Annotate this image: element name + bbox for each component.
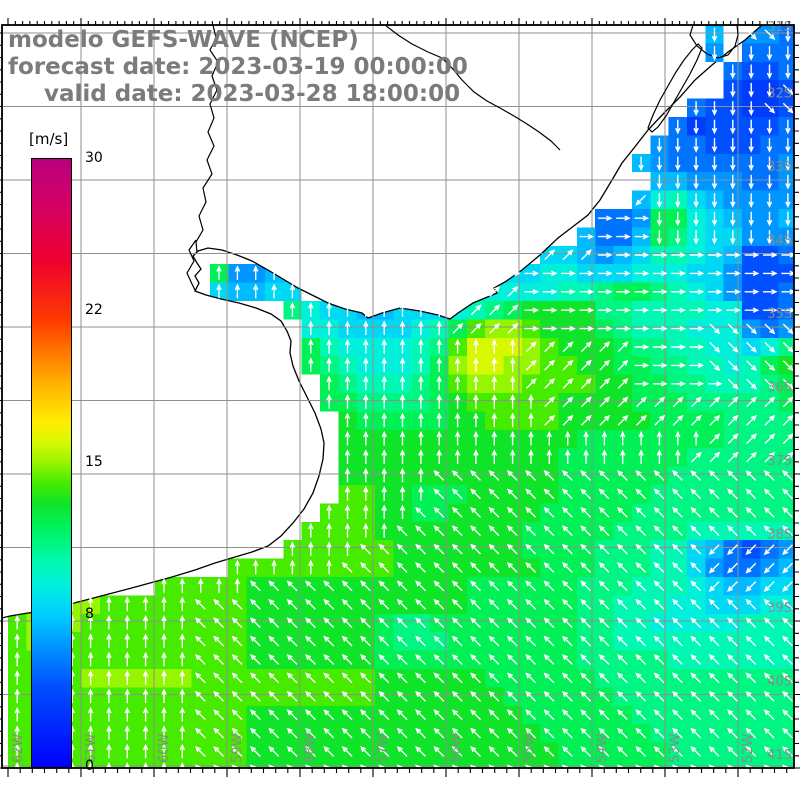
lon-label: 60W: [157, 733, 172, 763]
lat-label: 38S: [767, 528, 792, 543]
lon-label: 53W: [668, 733, 683, 763]
lat-label: 32S: [767, 87, 792, 102]
lon-label: 59W: [230, 733, 245, 763]
valid-date-label: valid date: 2023-03-28 18:00:00: [44, 81, 461, 107]
wave-direction-arrows: [14, 27, 794, 768]
lat-label: 41S: [767, 748, 792, 763]
colorbar-tick-label: 15: [85, 454, 103, 470]
coastline-and-rivers: [186, 25, 739, 293]
forecast-date-label: forecast date: 2023-03-19 00:00:00: [8, 54, 468, 80]
lat-label: 35S: [767, 307, 792, 322]
axis-labels: 31S 32S 33S 34S 35S 36S 37S 38S 39S 40S 41S 62W 61W 6…: [11, 20, 792, 763]
lon-label: 52W: [741, 733, 756, 763]
colorbar-gradient: [31, 158, 72, 768]
lat-lon-gridlines: [2, 25, 794, 768]
lon-label: 56W: [449, 733, 464, 763]
colorbar-tick-label: 0: [85, 758, 94, 774]
lon-label: 61W: [84, 733, 99, 763]
colorbar-tick-label: 8: [85, 606, 94, 622]
lon-label: 62W: [11, 733, 26, 763]
lon-label: 58W: [303, 733, 318, 763]
lat-label: 33S: [767, 160, 792, 175]
lat-label: 40S: [767, 675, 792, 690]
lat-label: 31S: [767, 20, 792, 35]
lat-label: 39S: [767, 601, 792, 616]
lat-label: 34S: [767, 234, 792, 249]
map-frame-and-ticks: [0, 18, 800, 777]
lon-label: 57W: [376, 733, 391, 763]
colorbar-tick-label: 22: [85, 302, 103, 318]
colorbar-tick-label: 30: [85, 150, 103, 166]
model-title: modelo GEFS-WAVE (NCEP): [8, 27, 359, 53]
lat-label: 36S: [767, 381, 792, 396]
lat-label: 37S: [767, 454, 792, 469]
colorbar-units-label: [m/s]: [29, 130, 69, 148]
lon-label: 55W: [522, 733, 537, 763]
lon-label: 54W: [595, 733, 610, 763]
